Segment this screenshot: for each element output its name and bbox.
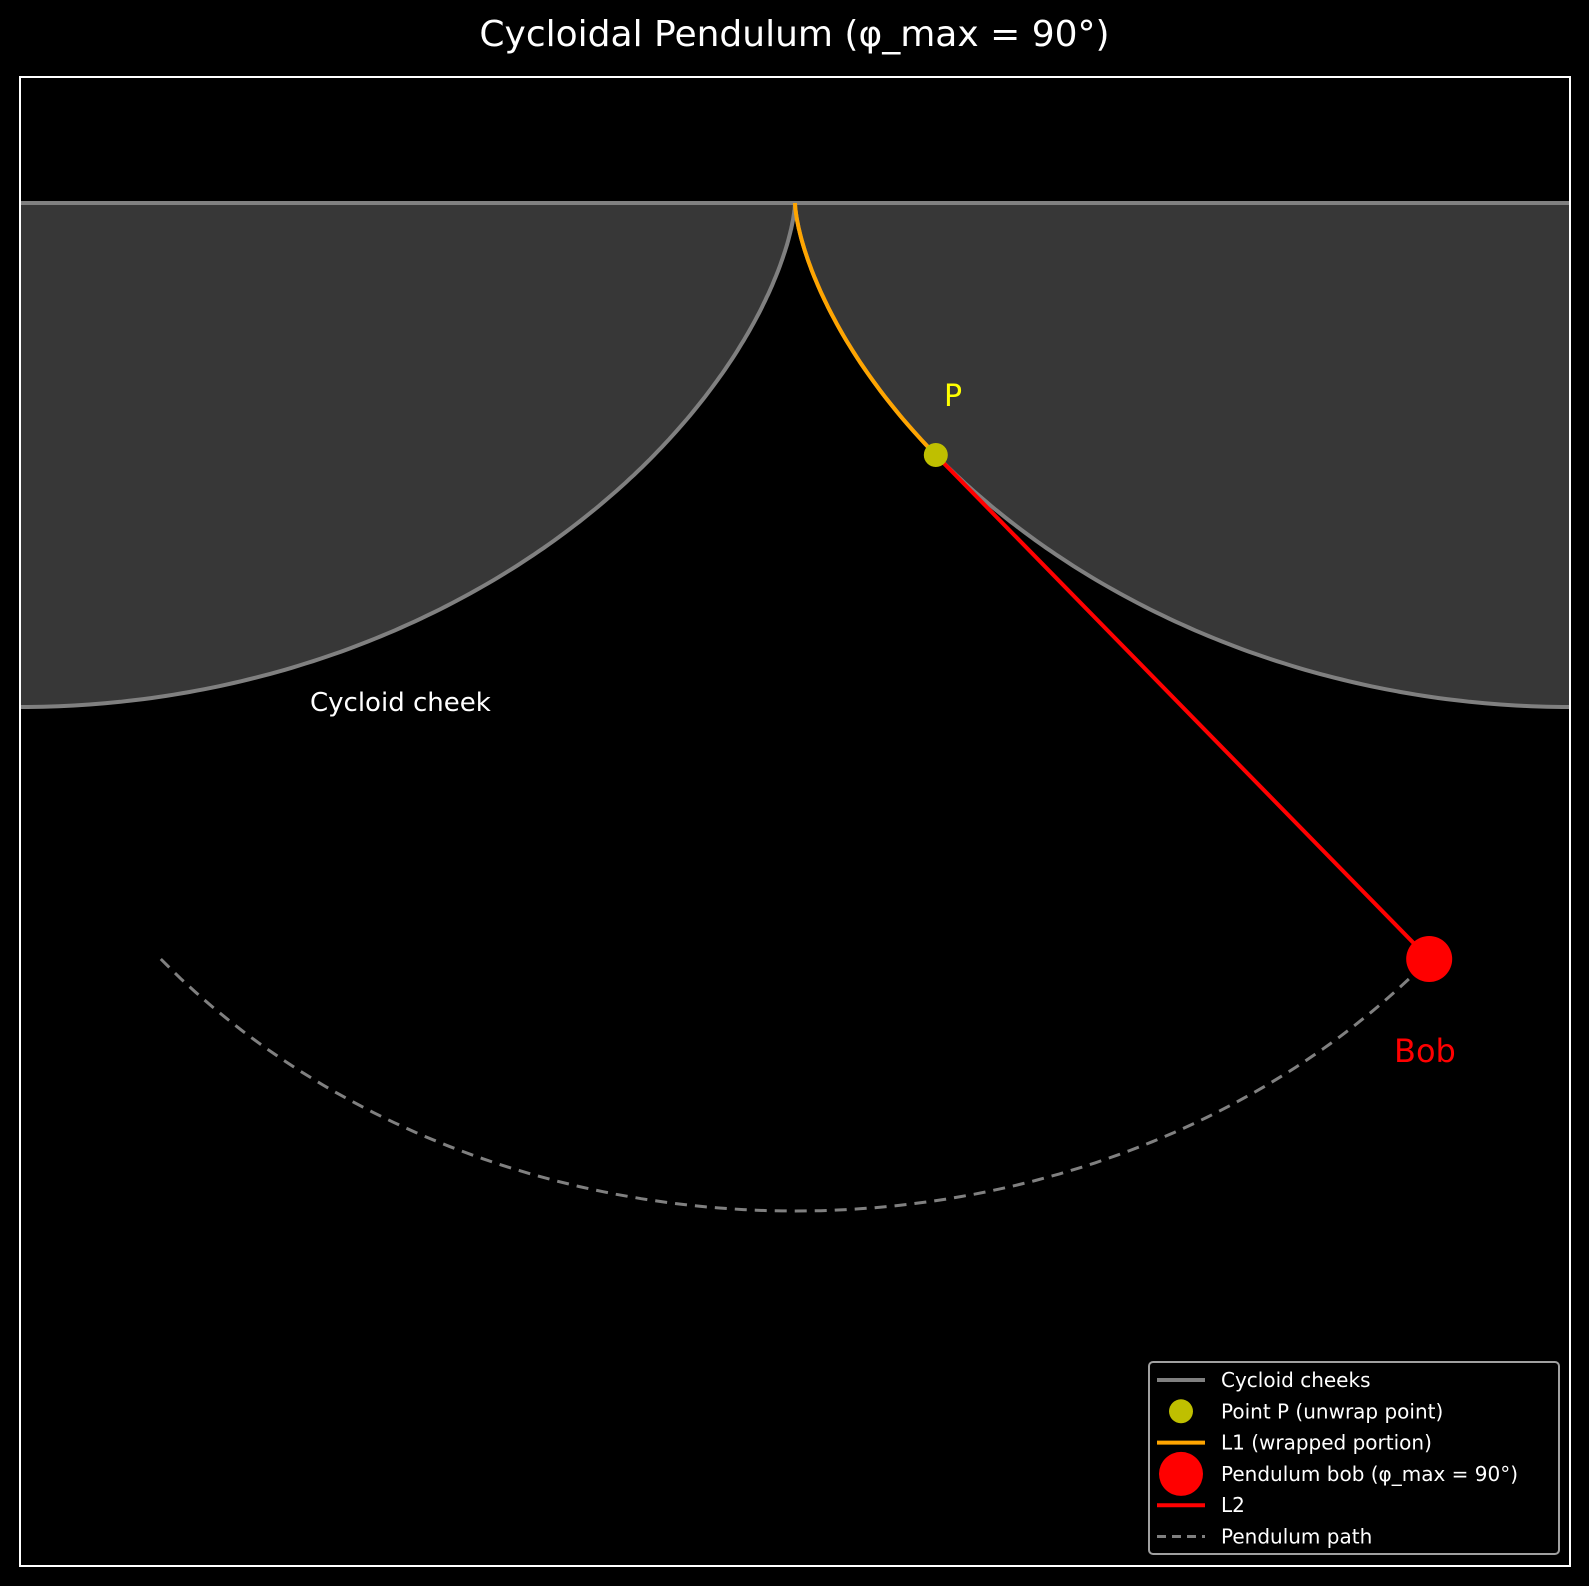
legend-marker-point_p (1169, 1399, 1193, 1424)
right-cheek-fill (795, 203, 1569, 707)
legend-label-l2: L2 (1221, 1493, 1245, 1517)
cycloid-cheek-label: Cycloid cheek (310, 688, 491, 718)
l1-wrapped-portion (793, 203, 938, 457)
legend-label-point_p: Point P (unwrap point) (1221, 1399, 1443, 1423)
pendulum-bob (1406, 936, 1453, 982)
legend-label-cheeks: Cycloid cheeks (1221, 1368, 1370, 1392)
pendulum-path (159, 957, 1431, 1213)
left-cheek-curve (21, 203, 797, 709)
l2-segment (934, 453, 1431, 961)
point-p-marker (923, 443, 948, 467)
legend-label-bob: Pendulum bob (φ_max = 90°) (1221, 1462, 1518, 1486)
legend: Cycloid cheeks Point P (unwrap point) L1 (… (1148, 1361, 1560, 1555)
legend-marker-bob (1159, 1451, 1203, 1496)
chart-title: Cycloidal Pendulum (φ_max = 90°) (479, 14, 1110, 55)
bob-label: Bob (1394, 1032, 1456, 1070)
plot-frame (19, 76, 1571, 1567)
legend-label-path: Pendulum path (1221, 1525, 1372, 1549)
point-p-label: P (944, 379, 962, 414)
legend-label-l1: L1 (wrapped portion) (1221, 1431, 1432, 1455)
left-cheek-fill (21, 203, 795, 707)
legend-box (1148, 1361, 1560, 1555)
